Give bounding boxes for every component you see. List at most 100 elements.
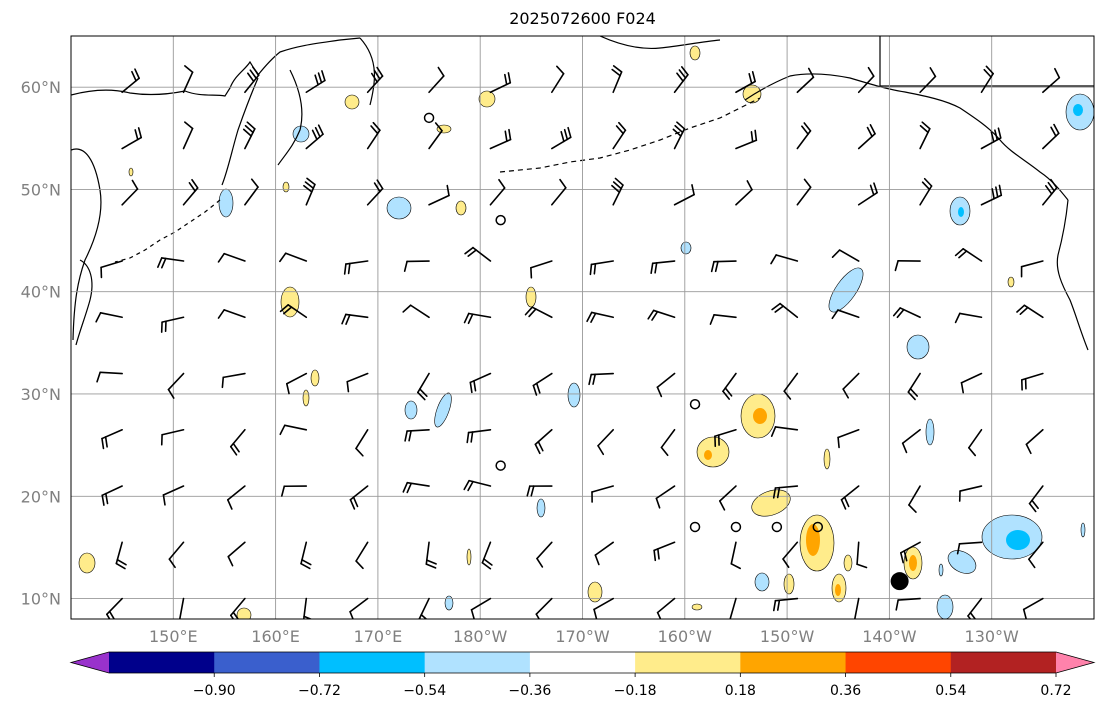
colorbar-segment <box>214 652 320 673</box>
wind-barb <box>1042 178 1058 206</box>
pos-patch <box>823 448 831 470</box>
wind-barb <box>227 541 246 567</box>
wind-barb <box>178 597 185 619</box>
calm-circle <box>771 521 783 533</box>
neg-patch-core <box>1006 530 1030 550</box>
wind-barb <box>115 541 127 570</box>
colorbar <box>69 651 1096 674</box>
contour-patches <box>78 45 1094 619</box>
neg-patch <box>925 418 935 446</box>
wind-barb <box>305 70 326 94</box>
wind-barb <box>100 260 123 279</box>
wind-barb <box>837 428 860 449</box>
wind-barb <box>956 541 983 555</box>
wind-barb <box>588 372 614 386</box>
lon-label: 180°W <box>453 627 508 646</box>
pos-patch <box>436 124 452 134</box>
wind-barb <box>1028 485 1044 513</box>
colorbar-tick-label: −0.90 <box>193 683 236 699</box>
pos-patch <box>78 552 96 574</box>
wind-barb <box>302 597 313 619</box>
wind-barb <box>611 177 624 206</box>
colorbar-tick-label: −0.72 <box>298 683 341 699</box>
wind-barb <box>428 66 445 94</box>
wind-barb <box>831 249 860 262</box>
colorbar-extend-low <box>71 652 109 673</box>
pos-patch <box>525 286 537 308</box>
wind-barb <box>967 597 983 619</box>
wind-barb <box>279 304 308 319</box>
wind-barb <box>168 541 185 569</box>
kuril-islands <box>114 199 221 263</box>
lat-label: 10°N <box>21 590 61 609</box>
wind-barb <box>980 127 1002 150</box>
wind-barb <box>428 122 443 150</box>
wind-barb <box>349 485 369 510</box>
wind-barb <box>534 428 553 455</box>
calm-markers <box>423 112 824 533</box>
wind-barb <box>1042 123 1060 150</box>
wind-barb <box>796 122 812 150</box>
colorbar-outline <box>69 651 1096 674</box>
wind-barb <box>714 428 737 448</box>
neg-patch <box>567 382 581 408</box>
neg-patch <box>218 188 234 218</box>
chart-title: 2025072600 F024 <box>509 9 656 28</box>
colorbar-segment <box>319 652 426 673</box>
neg-patch <box>680 241 692 255</box>
wind-barb <box>722 372 737 400</box>
wind-barb <box>980 65 994 94</box>
wind-barb <box>230 597 246 619</box>
wind-barb <box>229 428 246 456</box>
wind-barb <box>771 302 799 319</box>
neg-patch <box>434 392 452 428</box>
wind-barb <box>221 372 246 389</box>
wind-barb <box>346 372 369 393</box>
wind-barb <box>279 252 308 263</box>
wind-barb <box>244 178 259 206</box>
calm-circle <box>689 398 701 410</box>
wind-barb <box>586 311 614 323</box>
wind-barb <box>730 541 741 570</box>
colorbar-segment <box>109 652 215 673</box>
pos-patch <box>478 90 496 108</box>
neg-patch <box>754 572 770 592</box>
pos-patch-core <box>753 408 767 424</box>
wind-barb <box>402 481 430 494</box>
pos-patch-core <box>909 555 917 571</box>
wind-barb <box>305 124 324 150</box>
wind-barb <box>182 121 194 150</box>
wind-barb <box>612 121 627 150</box>
wind-barb <box>428 184 450 206</box>
pos-patch <box>302 389 310 407</box>
wind-barb <box>286 372 308 395</box>
neg-patch <box>404 400 418 420</box>
lat-label: 60°N <box>21 78 61 97</box>
colorbar-tick-label: 0.18 <box>725 683 756 699</box>
wind-barb <box>597 428 614 456</box>
lon-label: 150°E <box>149 627 198 646</box>
wind-barb <box>672 121 686 150</box>
wind-barb <box>650 260 676 275</box>
wind-barb <box>960 372 983 394</box>
coastline-russia-top <box>599 36 721 50</box>
wind-barb <box>954 312 983 324</box>
wind-barb <box>908 485 921 513</box>
coastline-alaska-north <box>879 36 1094 87</box>
wind-barb <box>489 128 512 150</box>
wind-barb <box>242 121 256 150</box>
wind-barbs <box>95 65 1061 619</box>
wind-barb <box>300 541 312 570</box>
aleutian-islands <box>499 97 761 173</box>
wind-barb <box>673 66 689 94</box>
colorbar-segment <box>845 652 952 673</box>
wind-barb <box>1028 541 1044 569</box>
pos-patch <box>1007 276 1015 288</box>
wind-barb <box>481 541 493 570</box>
wind-barb <box>366 121 381 150</box>
neg-patch <box>1080 522 1086 538</box>
wind-barb <box>709 314 737 325</box>
wind-barb <box>417 372 430 401</box>
wind-barb <box>121 127 143 150</box>
